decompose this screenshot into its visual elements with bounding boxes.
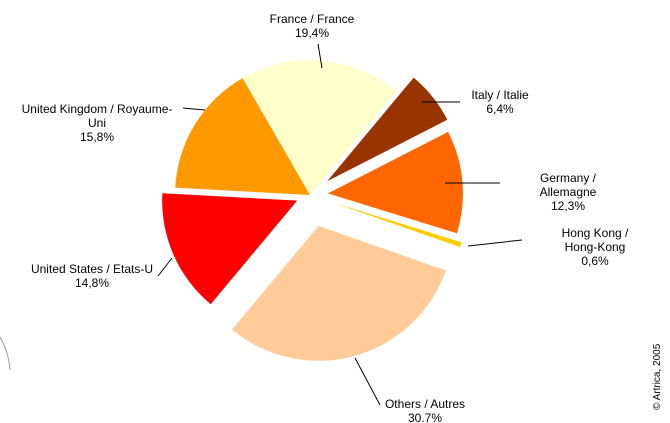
leader-line [354, 357, 381, 406]
slice-label: France / France [269, 12, 355, 26]
label-group: United Kingdom / Royaume-Uni 15,8% [15, 102, 180, 144]
value-label: 6,4% [486, 102, 514, 116]
slice-label: Italy / Italie [471, 88, 529, 102]
pie-slice [327, 131, 463, 234]
label-group: Germany / Allemagne 12,3% [517, 171, 619, 213]
pie-slice [232, 225, 446, 361]
decoration-arc [0, 336, 11, 371]
leader-line [157, 257, 173, 277]
label-group: France / France 19,4% [270, 12, 355, 40]
slice-label: United States / Etats-U [30, 262, 154, 276]
leader-line [467, 239, 523, 247]
pie-slice [332, 202, 462, 248]
label-group: Hong Kong / Hong-Kong 0,6% [558, 226, 633, 268]
value-label: 30.7% [407, 411, 443, 423]
value-label: 15,8% [79, 130, 115, 144]
leader-line [317, 43, 323, 69]
pie-slice [327, 77, 448, 182]
leader-line [182, 107, 206, 111]
slice-label: Others / Autres [384, 397, 466, 411]
slice-label: Hong Kong / Hong-Kong [561, 226, 629, 254]
copyright: © Artrica, 2005 [652, 343, 663, 410]
label-group: Others / Autres 30.7% [385, 397, 465, 423]
value-label: 0,6% [581, 254, 609, 268]
slice-label: United Kingdom / Royaume-Uni [21, 102, 173, 130]
label-group: United States / Etats-U 14,8% [31, 262, 153, 290]
value-label: 19,4% [294, 26, 330, 40]
pie-slice [162, 193, 298, 305]
pie-slice [175, 78, 310, 195]
value-label: 12,3% [550, 199, 586, 213]
value-label: 14,8% [74, 276, 110, 290]
pie-slice [242, 59, 397, 195]
slice-label: Germany / Allemagne [539, 171, 597, 199]
label-group: Italy / Italie 6,4% [471, 88, 528, 116]
